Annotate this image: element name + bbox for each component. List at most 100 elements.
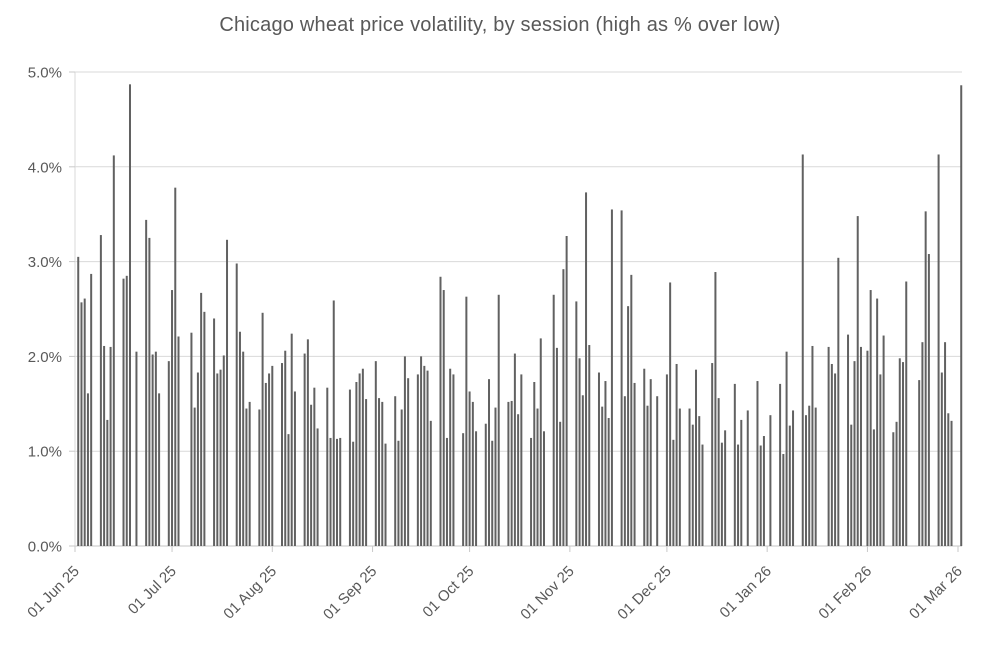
bar bbox=[135, 351, 138, 546]
bar bbox=[691, 424, 694, 546]
bar bbox=[352, 441, 355, 546]
bar bbox=[491, 440, 494, 546]
bar bbox=[174, 187, 177, 546]
bar bbox=[329, 437, 332, 546]
bar bbox=[630, 274, 633, 546]
bar bbox=[927, 254, 930, 546]
bar bbox=[484, 423, 487, 546]
bar bbox=[714, 272, 717, 546]
bar bbox=[827, 346, 830, 546]
x-tick-label: 01 Jul 25 bbox=[125, 563, 180, 618]
bar bbox=[407, 378, 410, 546]
bar bbox=[847, 334, 850, 546]
bar bbox=[902, 362, 905, 546]
bar bbox=[633, 382, 636, 546]
bar bbox=[394, 396, 397, 546]
bar bbox=[245, 408, 248, 546]
bar bbox=[426, 370, 429, 546]
bar bbox=[475, 431, 478, 546]
bar bbox=[106, 419, 109, 546]
bar bbox=[947, 413, 950, 546]
bar bbox=[348, 389, 351, 546]
bar bbox=[86, 393, 89, 546]
bar bbox=[77, 256, 80, 546]
bar bbox=[607, 418, 610, 546]
bar bbox=[555, 347, 558, 546]
bar bbox=[801, 154, 804, 547]
bar bbox=[665, 374, 668, 546]
bar bbox=[575, 301, 578, 546]
bar bbox=[533, 382, 536, 546]
x-tick-label: 01 Mar 26 bbox=[906, 563, 966, 623]
bar bbox=[293, 391, 296, 546]
bar bbox=[222, 355, 225, 546]
bar bbox=[578, 358, 581, 546]
bar bbox=[200, 292, 203, 546]
bar bbox=[542, 431, 545, 546]
bar bbox=[203, 311, 206, 546]
bar bbox=[171, 290, 174, 546]
bar bbox=[724, 430, 727, 546]
bar bbox=[698, 416, 701, 546]
bar bbox=[151, 354, 154, 546]
bar bbox=[90, 273, 93, 546]
bar bbox=[649, 379, 652, 546]
bar bbox=[811, 345, 814, 546]
bar bbox=[471, 401, 474, 546]
bar bbox=[740, 419, 743, 546]
bar bbox=[513, 353, 516, 546]
bar bbox=[462, 433, 465, 546]
bar bbox=[235, 263, 238, 546]
bar bbox=[384, 443, 387, 546]
x-tick-label: 01 Jan 26 bbox=[716, 563, 775, 622]
bar bbox=[869, 290, 872, 546]
bar bbox=[497, 294, 500, 546]
bar bbox=[420, 356, 423, 546]
bar bbox=[510, 400, 513, 546]
bar bbox=[439, 276, 442, 546]
bar bbox=[303, 353, 306, 546]
bar bbox=[196, 372, 199, 546]
x-tick-label: 01 Aug 25 bbox=[220, 563, 280, 623]
bar bbox=[190, 332, 193, 546]
x-tick-label: 01 Nov 25 bbox=[517, 563, 577, 623]
bar bbox=[335, 438, 338, 546]
bar bbox=[216, 373, 219, 546]
bar bbox=[678, 408, 681, 546]
bar bbox=[601, 406, 604, 546]
bar bbox=[937, 154, 940, 547]
x-tick-label: 01 Dec 25 bbox=[614, 563, 674, 623]
bar bbox=[238, 331, 241, 546]
bar bbox=[80, 302, 83, 546]
bar bbox=[365, 399, 368, 546]
bar bbox=[258, 409, 261, 546]
bar bbox=[452, 374, 455, 546]
bar bbox=[950, 420, 953, 546]
bar bbox=[597, 372, 600, 546]
bar bbox=[782, 454, 785, 546]
bar bbox=[158, 393, 161, 546]
bar bbox=[539, 338, 542, 546]
bar bbox=[759, 445, 762, 546]
bar bbox=[627, 306, 630, 546]
bar bbox=[581, 395, 584, 546]
bar bbox=[808, 405, 811, 546]
bar bbox=[834, 373, 837, 546]
bar bbox=[167, 361, 170, 546]
bar bbox=[177, 336, 180, 546]
bar bbox=[623, 396, 626, 546]
bar bbox=[762, 436, 765, 546]
bar bbox=[711, 363, 714, 546]
bar bbox=[99, 235, 102, 546]
bar bbox=[559, 421, 562, 546]
bar bbox=[675, 363, 678, 546]
bar bbox=[287, 434, 290, 546]
bar bbox=[882, 335, 885, 546]
bar bbox=[769, 415, 772, 546]
bar bbox=[109, 346, 112, 546]
bar bbox=[112, 155, 115, 547]
bar bbox=[672, 439, 675, 546]
bar bbox=[423, 365, 426, 546]
bar bbox=[850, 424, 853, 546]
